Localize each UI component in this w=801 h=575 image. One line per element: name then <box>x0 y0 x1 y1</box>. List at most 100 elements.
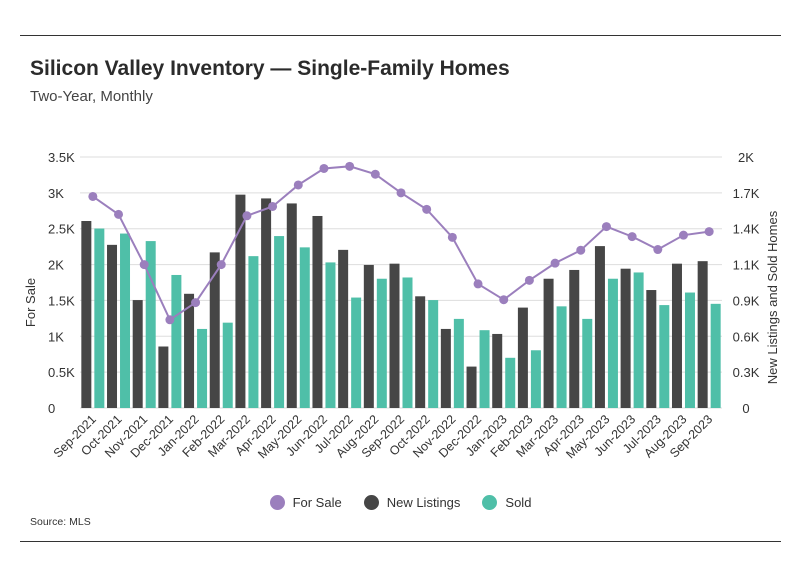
y-right-tick-label: 1.4K <box>733 222 760 237</box>
point-for-sale <box>601 222 611 232</box>
bar-sold <box>376 278 387 408</box>
point-for-sale <box>139 260 149 270</box>
bar-new-listings <box>261 198 272 408</box>
bar-sold <box>479 330 490 408</box>
point-for-sale <box>191 298 201 308</box>
point-for-sale <box>319 163 329 173</box>
point-for-sale <box>473 279 483 289</box>
y-left-tick-label: 1K <box>48 329 64 344</box>
point-for-sale <box>242 211 252 221</box>
bar-new-listings <box>107 244 118 408</box>
bar-new-listings <box>697 261 708 408</box>
bar-new-listings <box>235 194 246 408</box>
point-for-sale <box>88 191 98 201</box>
bar-sold <box>120 233 131 408</box>
bar-sold <box>299 247 310 408</box>
bar-new-listings <box>209 252 220 408</box>
y-right-tick-label: 1.1K <box>733 258 760 273</box>
y-right-tick-label: 1.7K <box>733 186 760 201</box>
bar-new-listings <box>569 269 580 408</box>
bar-sold <box>633 272 644 408</box>
y-right-tick-label: 0.6K <box>733 329 760 344</box>
bar-new-listings <box>132 300 143 408</box>
bar-new-listings <box>594 246 605 408</box>
bar-new-listings <box>620 268 631 408</box>
bar-new-listings <box>81 221 92 408</box>
bar-new-listings <box>466 366 477 408</box>
point-for-sale <box>499 295 509 305</box>
bar-sold <box>325 262 336 408</box>
legend-item-new-listings: New Listings <box>363 495 461 510</box>
point-for-sale <box>576 245 586 255</box>
bar-sold <box>402 277 413 408</box>
bar-sold <box>607 278 618 408</box>
y-right-tick-label: 0.3K <box>733 365 760 380</box>
bar-sold <box>197 328 208 408</box>
legend: For Sale New Listings Sold <box>0 495 801 510</box>
bar-new-listings <box>646 290 657 408</box>
point-for-sale <box>678 230 688 240</box>
point-for-sale <box>114 209 124 219</box>
bar-sold <box>428 300 439 408</box>
legend-item-sold: Sold <box>482 495 531 510</box>
bar-sold <box>582 318 593 408</box>
bar-sold <box>556 306 567 408</box>
legend-item-for-sale: For Sale <box>269 495 342 510</box>
y-left-tick-label: 2K <box>48 258 64 273</box>
bar-new-listings <box>184 293 195 408</box>
y-right-tick-label: 2K <box>738 150 754 165</box>
y-left-tick-label: 2.5K <box>48 222 75 237</box>
point-for-sale <box>396 188 406 198</box>
point-for-sale <box>704 227 714 237</box>
bar-new-listings <box>440 328 451 408</box>
bar-sold <box>171 274 182 408</box>
bar-new-listings <box>389 263 400 408</box>
chart-subtitle: Two-Year, Monthly <box>30 88 153 105</box>
bar-sold <box>453 318 464 408</box>
point-for-sale <box>447 232 457 242</box>
y-right-tick-label: 0 <box>742 401 749 416</box>
bar-sold <box>505 357 516 408</box>
y-right-axis-title: New Listings and Sold Homes <box>765 210 780 384</box>
point-for-sale <box>293 180 303 190</box>
legend-label-new-listings: New Listings <box>386 495 461 510</box>
legend-label-for-sale: For Sale <box>292 495 342 510</box>
point-for-sale <box>165 315 175 325</box>
bar-sold <box>530 350 541 408</box>
bar-sold <box>274 236 285 408</box>
bottom-rule <box>20 541 781 542</box>
legend-label-sold: Sold <box>505 495 532 510</box>
point-for-sale <box>216 260 226 270</box>
bar-new-listings <box>338 249 349 408</box>
legend-swatch-sold <box>482 495 498 510</box>
point-for-sale <box>345 161 355 171</box>
bar-sold <box>94 228 105 408</box>
bar-new-listings <box>158 346 169 408</box>
chart-title: Silicon Valley Inventory — Single-Family… <box>30 57 510 80</box>
bar-new-listings <box>312 215 323 408</box>
legend-swatch-new-listings <box>363 495 379 510</box>
bar-sold <box>145 241 156 408</box>
bar-new-listings <box>363 264 374 408</box>
point-for-sale <box>370 169 380 179</box>
point-for-sale <box>422 204 432 214</box>
bar-new-listings <box>286 203 297 408</box>
point-for-sale <box>627 232 637 242</box>
bar-new-listings <box>671 263 682 408</box>
bar-sold <box>222 322 233 408</box>
bar-sold <box>351 297 362 408</box>
top-rule <box>20 35 781 36</box>
bar-new-listings <box>492 333 503 408</box>
point-for-sale <box>268 201 278 211</box>
point-for-sale <box>653 245 663 255</box>
point-for-sale <box>524 275 534 285</box>
y-left-tick-label: 3.5K <box>48 150 75 165</box>
bar-sold <box>684 292 695 408</box>
source-note: Source: MLS <box>30 516 91 528</box>
bar-new-listings <box>543 278 554 408</box>
y-right-tick-label: 0.9K <box>733 293 760 308</box>
y-left-tick-label: 3K <box>48 186 64 201</box>
y-left-tick-label: 0.5K <box>48 365 75 380</box>
bar-sold <box>710 303 721 408</box>
